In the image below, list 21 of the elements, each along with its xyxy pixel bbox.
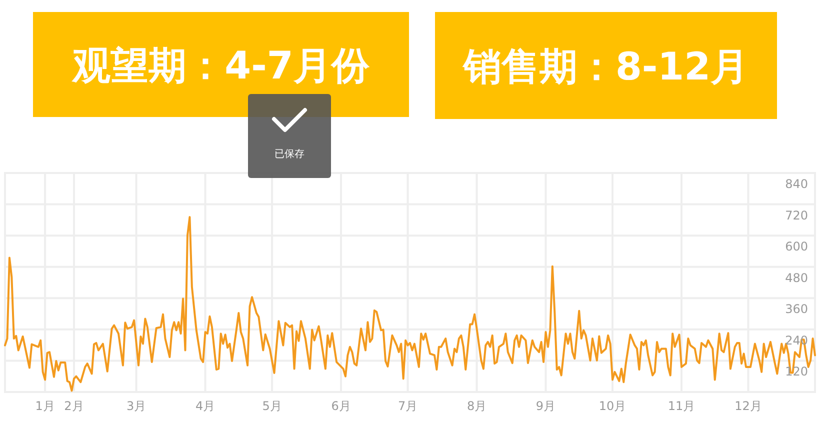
x-tick-label: 3月 [126,399,146,413]
y-tick-label: 480 [785,270,808,285]
x-tick-label: 6月 [331,399,351,413]
x-tick-label: 2月 [64,399,84,413]
y-tick-label: 120 [785,364,808,379]
x-tick-label: 4月 [195,399,216,413]
text: 销售期：8-12月 [461,44,749,88]
y-tick-label: 720 [785,208,808,222]
text: 已保存 [274,148,304,160]
x-tick-label: 8月 [466,399,487,413]
x-tick-label: 9月 [536,399,556,413]
y-tick-label: 360 [785,302,808,316]
y-tick-label: 600 [785,240,808,254]
x-tick-label: 1月 [35,399,55,413]
text: 观望期：4-7月份 [72,44,370,88]
x-tick-label: 10月 [598,399,626,413]
x-tick-label: 7月 [398,399,418,413]
x-tick-label: 12月 [734,399,762,413]
x-tick-label: 11月 [668,399,696,413]
y-tick-label: 840 [785,177,808,191]
x-tick-label: 5月 [262,399,282,413]
